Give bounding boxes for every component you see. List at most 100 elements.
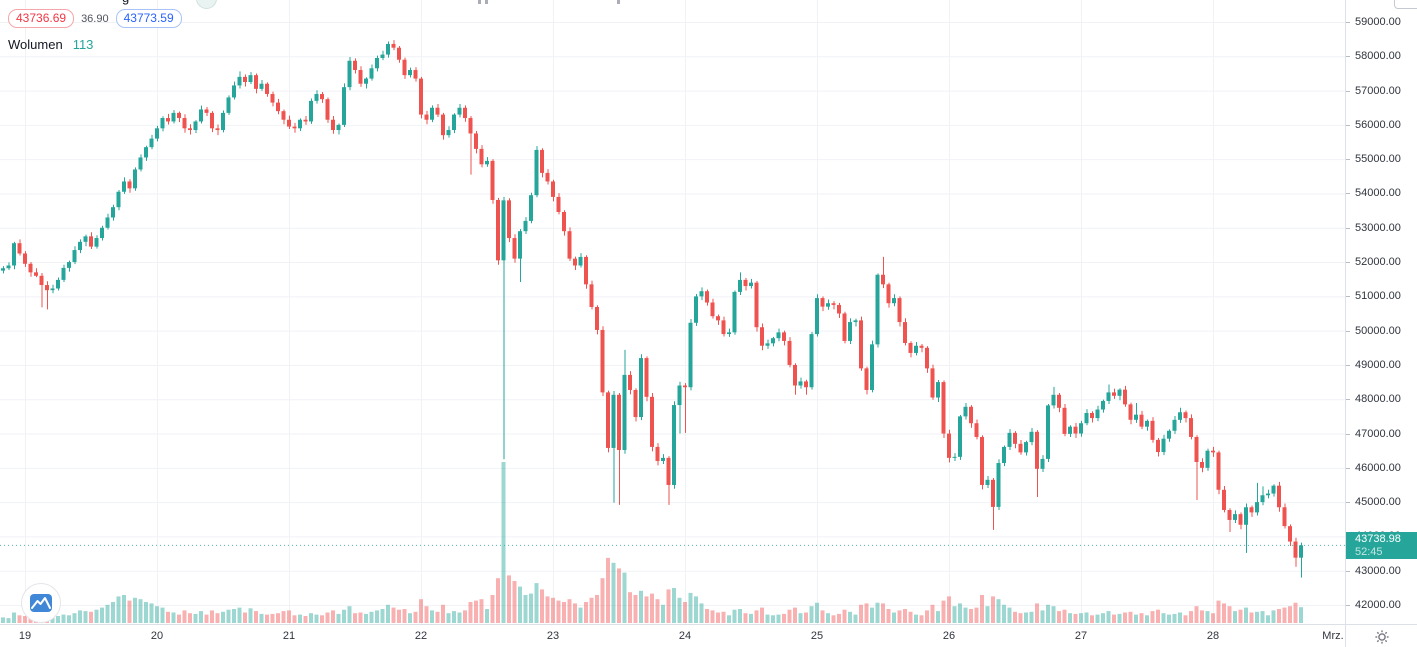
volume-bar bbox=[1084, 612, 1089, 623]
volume-bar bbox=[122, 595, 126, 623]
candle bbox=[1222, 489, 1226, 511]
candle bbox=[1216, 452, 1221, 490]
price-axis-tick bbox=[1346, 124, 1350, 126]
volume-bar bbox=[160, 607, 165, 623]
volume-bar bbox=[1046, 604, 1050, 623]
volume-bar bbox=[562, 602, 566, 623]
candle bbox=[441, 114, 445, 136]
candle bbox=[50, 288, 55, 291]
volume-bar bbox=[430, 610, 434, 623]
volume-bar bbox=[688, 592, 693, 623]
volume-legend[interactable]: Wolumen 113 bbox=[8, 37, 93, 52]
candle bbox=[23, 253, 27, 264]
candle bbox=[584, 256, 588, 285]
candle bbox=[45, 285, 49, 291]
candle bbox=[919, 345, 924, 348]
volume-bar bbox=[485, 609, 489, 623]
candle bbox=[1013, 432, 1017, 444]
candle bbox=[34, 272, 38, 276]
price-axis[interactable]: 43738.98 52:45 59000.00 58000.00 57000.00 5… bbox=[1345, 0, 1417, 624]
volume-bar bbox=[1057, 611, 1061, 623]
candle bbox=[947, 433, 951, 458]
spread-label: 36.90 bbox=[81, 12, 109, 25]
volume-bar bbox=[270, 613, 275, 623]
volume-bar bbox=[776, 614, 781, 623]
volume-bar bbox=[265, 614, 269, 623]
time-axis-label: 25 bbox=[810, 630, 824, 642]
candle bbox=[600, 329, 605, 393]
price-axis-label: 48000.00 bbox=[1355, 393, 1401, 406]
price-axis-tick bbox=[1346, 570, 1350, 572]
candle bbox=[303, 119, 308, 122]
volume-bar bbox=[133, 597, 137, 623]
candle bbox=[182, 118, 187, 129]
candle bbox=[1106, 392, 1111, 401]
candle bbox=[573, 258, 577, 266]
volume-bar bbox=[116, 596, 121, 623]
volume-bar bbox=[375, 610, 379, 623]
candle bbox=[793, 364, 797, 386]
candle bbox=[419, 78, 423, 115]
cropped-title-fragment: g bbox=[122, 0, 129, 5]
price-axis-label: 46000.00 bbox=[1355, 461, 1401, 474]
provider-logo[interactable] bbox=[21, 583, 61, 623]
volume-bar bbox=[655, 599, 660, 623]
volume-label: Wolumen bbox=[8, 37, 63, 52]
price-axis-tick bbox=[1346, 56, 1350, 58]
candle bbox=[204, 109, 209, 113]
candle bbox=[1211, 450, 1215, 453]
candle bbox=[798, 381, 803, 386]
candle bbox=[760, 327, 764, 346]
candle bbox=[496, 199, 500, 261]
candle bbox=[974, 423, 979, 437]
volume-bar bbox=[1200, 610, 1204, 623]
candle bbox=[347, 60, 352, 88]
volume-bar bbox=[875, 602, 880, 623]
volume-bar bbox=[650, 593, 654, 623]
candle bbox=[375, 58, 379, 69]
volume-bar bbox=[589, 597, 594, 623]
buy-price-button[interactable]: 43773.59 bbox=[115, 9, 182, 28]
time-axis[interactable]: 19 20 21 22 23 24 25 26 27 28 Mrz. bbox=[0, 624, 1345, 647]
time-axis-label: 27 bbox=[1074, 630, 1088, 642]
candle bbox=[639, 358, 643, 418]
candle bbox=[1007, 432, 1012, 447]
cropped-mark-fragment bbox=[478, 0, 481, 4]
candle bbox=[1029, 431, 1034, 443]
candle bbox=[1018, 443, 1023, 453]
volume-bar bbox=[534, 583, 539, 623]
sun-icon[interactable] bbox=[1375, 629, 1389, 644]
volume-bar bbox=[1040, 610, 1045, 623]
volume-bar bbox=[1073, 613, 1078, 623]
volume-histogram bbox=[1, 462, 1303, 623]
candle bbox=[248, 75, 253, 83]
volume-bar bbox=[386, 604, 390, 623]
candle bbox=[1040, 458, 1045, 469]
candle bbox=[776, 332, 781, 339]
volume-bar bbox=[204, 614, 209, 623]
candle bbox=[1150, 420, 1155, 440]
volume-bar bbox=[716, 612, 720, 623]
volume-bar bbox=[1079, 613, 1083, 623]
volume-bar bbox=[1018, 613, 1023, 623]
candle bbox=[6, 265, 11, 269]
candle bbox=[314, 94, 319, 101]
volume-bar bbox=[980, 595, 984, 623]
candle bbox=[611, 394, 616, 448]
volume-bar bbox=[1194, 606, 1199, 623]
candle bbox=[386, 43, 390, 55]
candle bbox=[215, 128, 220, 131]
candle bbox=[512, 238, 517, 259]
cropped-button-fragment bbox=[1394, 0, 1417, 9]
volume-bar bbox=[738, 609, 742, 623]
candle bbox=[732, 291, 737, 333]
volume-bar bbox=[787, 609, 792, 623]
candle bbox=[738, 279, 742, 292]
candle bbox=[270, 94, 275, 103]
candle bbox=[809, 334, 814, 388]
volume-bar bbox=[353, 613, 357, 623]
sell-price-button[interactable]: 43736.69 bbox=[8, 9, 75, 28]
candle bbox=[683, 385, 687, 388]
candle bbox=[941, 382, 946, 434]
candlestick-chart[interactable] bbox=[0, 0, 1345, 624]
